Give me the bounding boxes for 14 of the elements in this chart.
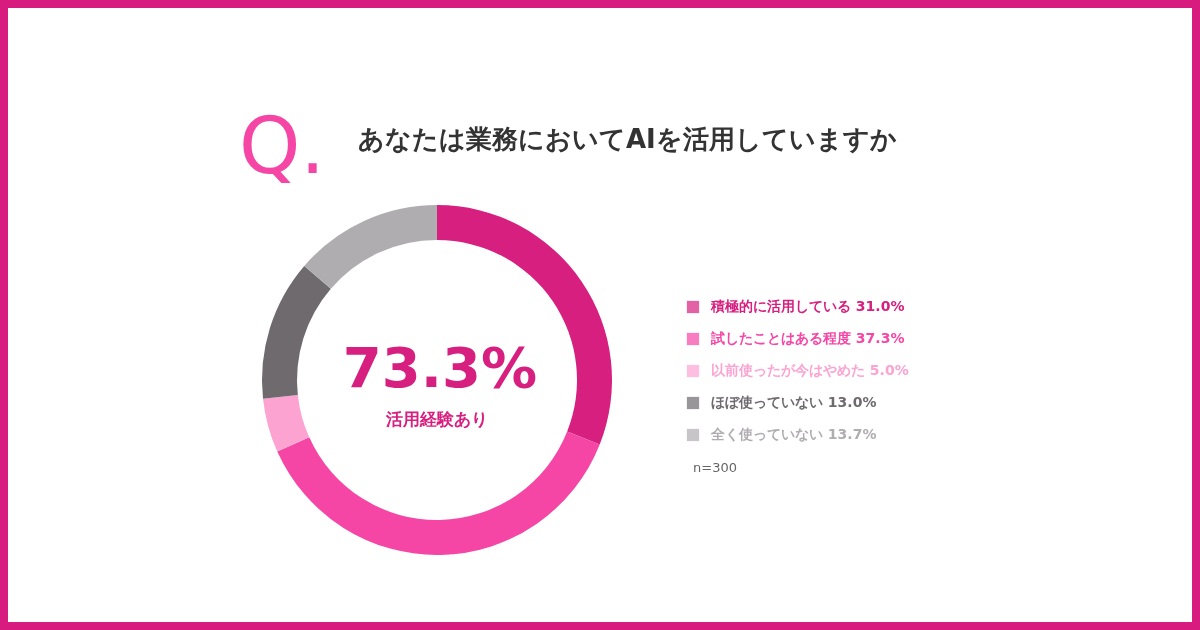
legend-label: ほぼ使っていない 13.0% — [711, 394, 877, 410]
donut-slice — [262, 265, 331, 399]
text: n=300 — [693, 460, 737, 475]
chart-title: あなたは業務においてAIを活用していますか — [358, 124, 897, 154]
legend-label: 試したことはある程度 37.3% — [710, 330, 905, 346]
text: 73.3% — [342, 335, 538, 400]
legend-label: 積極的に活用している 31.0% — [710, 298, 905, 314]
legend-label: 以前使ったが今はやめた 5.0% — [711, 362, 909, 378]
donut-slice — [277, 431, 600, 555]
donut-slice — [304, 205, 437, 289]
legend-label: 全く使っていない 13.7% — [710, 426, 877, 442]
text: 活用経験あり — [385, 409, 488, 429]
donut-slice — [263, 394, 310, 452]
text: Q. — [238, 101, 326, 191]
